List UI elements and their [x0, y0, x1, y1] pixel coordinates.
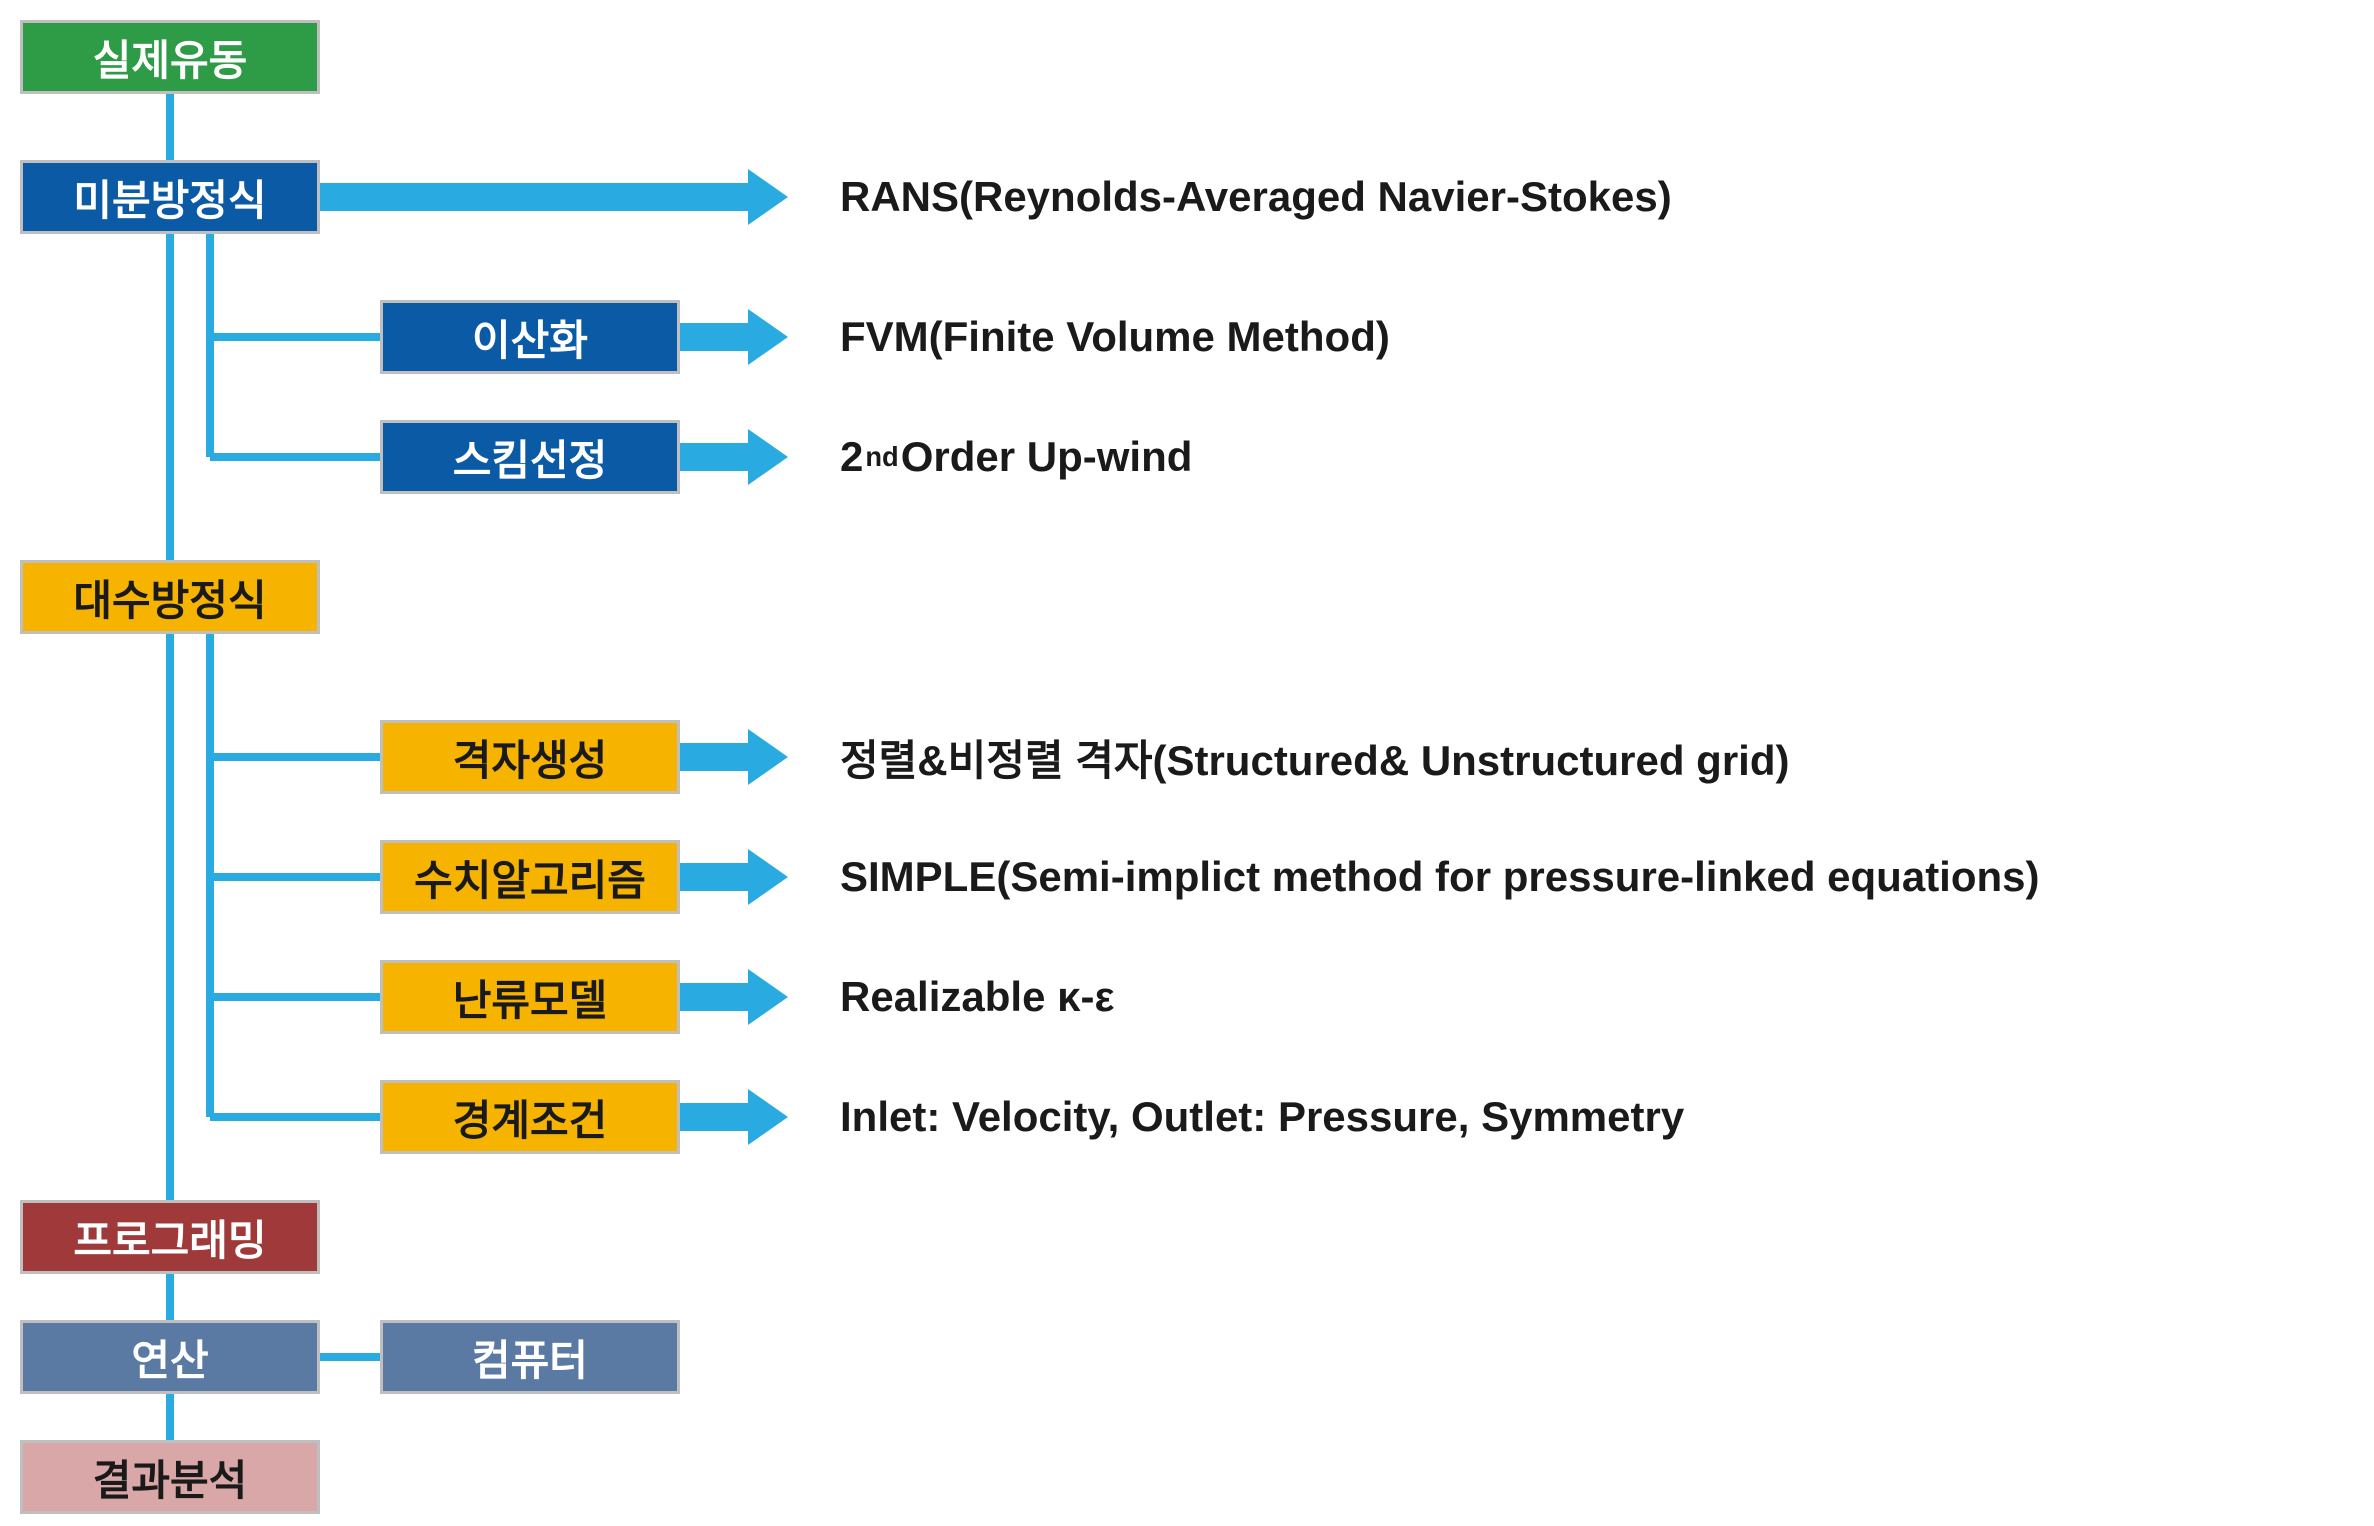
main-node-compute: 연산: [20, 1320, 320, 1394]
sub-node-discretize: 이산화: [380, 300, 680, 374]
arrow-diff-eq: [320, 183, 750, 211]
sub-node-turb: 난류모델: [380, 960, 680, 1034]
arrow-grid: [680, 743, 750, 771]
desc-diff-eq: RANS(Reynolds-Averaged Navier-Stokes): [840, 168, 1672, 227]
branch-algo: [210, 873, 380, 881]
main-node-diff-eq: 미분방정식: [20, 160, 320, 234]
arrow-scheme: [680, 443, 750, 471]
branch-turb: [210, 993, 380, 1001]
main-node-alg-eq: 대수방정식: [20, 560, 320, 634]
sub-node-algo: 수치알고리즘: [380, 840, 680, 914]
desc-algo: SIMPLE(Semi-implict method for pressure-…: [840, 848, 2040, 907]
branch-discretize: [210, 333, 380, 341]
desc-scheme: 2nd Order Up-wind: [840, 428, 1192, 487]
branch-grid: [210, 753, 380, 761]
branch-bc: [210, 1113, 380, 1121]
sub-node-bc: 경계조건: [380, 1080, 680, 1154]
desc-discretize: FVM(Finite Volume Method): [840, 308, 1390, 367]
sub-node-grid: 격자생성: [380, 720, 680, 794]
sub-node-scheme: 스킴선정: [380, 420, 680, 494]
desc-bc: Inlet: Velocity, Outlet: Pressure, Symme…: [840, 1088, 1684, 1147]
arrow-discretize: [680, 323, 750, 351]
flowchart-canvas: 실제유동미분방정식대수방정식프로그래밍연산결과분석 이산화스킴선정격자생성수치알고…: [0, 0, 2374, 1526]
arrow-algo: [680, 863, 750, 891]
sub-node-computer: 컴퓨터: [380, 1320, 680, 1394]
main-node-real-flow: 실제유동: [20, 20, 320, 94]
arrow-bc: [680, 1103, 750, 1131]
branch-computer: [320, 1353, 380, 1361]
sub-trunk-diff-eq: [206, 234, 214, 457]
main-node-result: 결과분석: [20, 1440, 320, 1514]
branch-scheme: [210, 453, 380, 461]
main-node-programming: 프로그래밍: [20, 1200, 320, 1274]
arrow-turb: [680, 983, 750, 1011]
desc-grid: 정렬&비정렬 격자(Structured& Unstructured grid): [840, 728, 1790, 787]
desc-turb: Realizable κ-ε: [840, 968, 1114, 1027]
